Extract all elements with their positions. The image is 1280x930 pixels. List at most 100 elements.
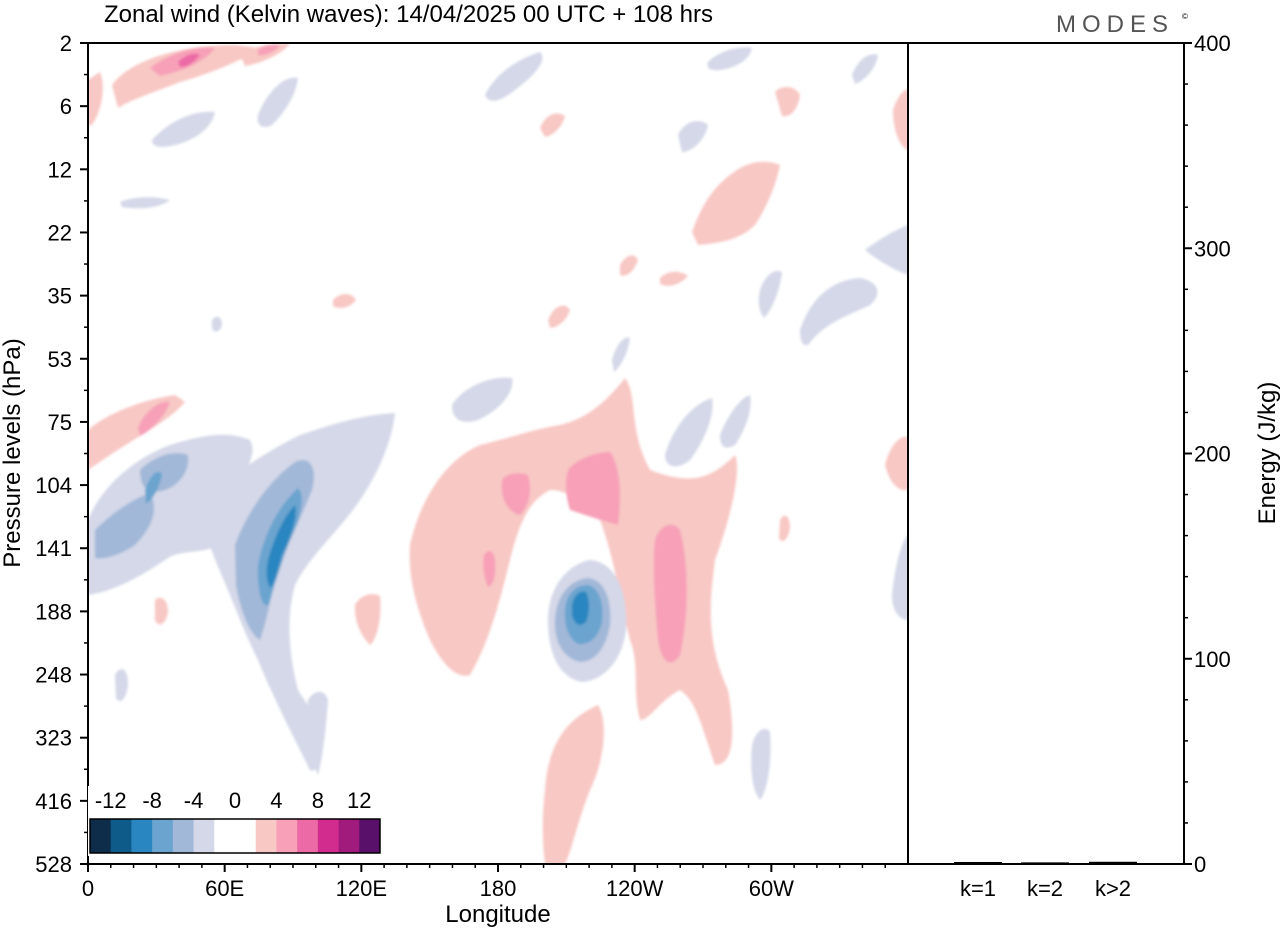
energy-tick-label: 400	[1194, 31, 1231, 56]
region-negative-4	[665, 398, 713, 467]
region-positive-4	[333, 294, 356, 308]
y-tick-label: 6	[60, 94, 72, 119]
region-negative-4	[120, 197, 170, 209]
y-tick-label: 188	[35, 599, 72, 624]
region-positive-4	[620, 255, 638, 276]
colorbar-swatch	[193, 819, 215, 853]
x-tick-label: 0	[82, 876, 94, 901]
region-negative-12	[266, 505, 296, 588]
colorbar-swatch	[152, 819, 174, 853]
colorbar-label: 12	[347, 788, 371, 813]
colorbar-label: -8	[142, 788, 162, 813]
region-positive-4	[155, 597, 168, 625]
region-positive-4	[885, 436, 908, 491]
energy-category-label: k>2	[1095, 876, 1131, 901]
y-axis-main: 2 6 12 22 35 53 75 104 141 188 248 323 416 528	[35, 31, 88, 877]
region-negative-4	[452, 377, 513, 422]
region-positive-8	[138, 401, 170, 436]
region-negative-4	[152, 111, 215, 147]
colorbar-swatch	[255, 819, 277, 853]
region-negative-4	[892, 535, 908, 620]
region-negative-4	[200, 413, 395, 771]
energy-category-label: k=1	[960, 876, 996, 901]
energy-panel-frame	[907, 42, 1185, 865]
region-positive-4	[542, 705, 604, 864]
colorbar-frame	[89, 818, 381, 854]
energy-tick-label: 100	[1194, 647, 1231, 672]
region-positive-4	[692, 161, 780, 245]
colorbar-swatch	[359, 819, 381, 853]
region-positive-12	[178, 53, 200, 68]
colorbar-swatch	[110, 819, 132, 853]
y-tick-label: 2	[60, 31, 72, 56]
x-axis-energy: k=1 k=2 k>2	[960, 876, 1131, 901]
region-positive-4	[409, 378, 738, 765]
x-tick-label: 120W	[606, 876, 664, 901]
energy-tick-label: 300	[1194, 236, 1231, 261]
region-positive-8	[565, 452, 620, 525]
region-negative-4	[485, 52, 543, 101]
colorbar-label: -12	[95, 788, 127, 813]
y-axis-energy: 0 100 200 300 400	[1184, 31, 1231, 877]
region-positive-4	[893, 89, 908, 150]
colorbar-label: 8	[312, 788, 324, 813]
x-tick-label: 60W	[749, 876, 794, 901]
x-axis-main: 0 60E 120E 180 120W 60W	[82, 864, 886, 901]
region-negative-4	[95, 493, 155, 559]
region-positive-8	[258, 44, 280, 56]
region-negative-4	[751, 728, 771, 800]
energy-axis-label: Energy (J/kg)	[1254, 382, 1280, 525]
region-negative-4	[707, 47, 752, 71]
y-tick-label: 22	[48, 220, 72, 245]
region-negative-4	[852, 54, 878, 84]
region-negative-4	[88, 434, 253, 595]
region-negative-4	[115, 669, 128, 702]
colorbar-swatch	[276, 819, 298, 853]
colorbar-swatch	[90, 819, 112, 853]
y-axis-label: Pressure levels (hPa)	[0, 338, 26, 567]
colorbar-swatch	[214, 819, 236, 853]
y-tick-label: 75	[48, 410, 72, 435]
colorbar-swatch	[172, 819, 195, 853]
energy-tick-label: 0	[1194, 852, 1206, 877]
region-positive-4	[660, 271, 688, 286]
energy-bars	[954, 861, 1137, 864]
colorbar-label: -4	[184, 788, 204, 813]
region-positive-4	[240, 43, 290, 66]
energy-category-label: k=2	[1027, 876, 1063, 901]
region-negative-4	[612, 337, 630, 372]
region-negative-4	[257, 77, 298, 127]
region-positive-4	[112, 45, 260, 108]
y-tick-label: 141	[35, 536, 72, 561]
y-tick-label: 12	[48, 157, 72, 182]
energy-bar	[1089, 861, 1137, 864]
y-tick-label: 35	[48, 284, 72, 309]
region-positive-4	[88, 72, 103, 125]
brand-mark: ©	[1182, 12, 1188, 21]
region-positive-8	[653, 524, 687, 663]
x-axis-label: Longitude	[445, 901, 550, 928]
x-tick-label: 180	[480, 876, 517, 901]
region-negative-8	[145, 471, 162, 504]
x-tick-label: 120E	[336, 876, 387, 901]
x-tick-label: 60E	[205, 876, 244, 901]
y-tick-label: 416	[35, 789, 72, 814]
colorbar-label: 4	[270, 788, 282, 813]
brand-logo: MODES	[1056, 11, 1174, 38]
energy-bar	[1021, 862, 1069, 864]
region-positive-4	[540, 113, 565, 137]
wind-regions	[88, 43, 908, 864]
colorbar-swatch	[317, 819, 340, 853]
region-negative-12	[572, 591, 589, 625]
energy-tick-label: 200	[1194, 442, 1231, 467]
region-negative-4	[865, 225, 908, 275]
chart-title: Zonal wind (Kelvin waves): 14/04/2025 00…	[104, 1, 713, 28]
colorbar-swatch	[235, 819, 257, 853]
region-positive-4	[779, 515, 790, 542]
y-tick-label: 528	[35, 852, 72, 877]
y-tick-label: 248	[35, 663, 72, 688]
y-tick-label: 104	[35, 473, 72, 498]
colorbar-swatch	[297, 819, 319, 853]
region-negative-4	[212, 316, 222, 332]
